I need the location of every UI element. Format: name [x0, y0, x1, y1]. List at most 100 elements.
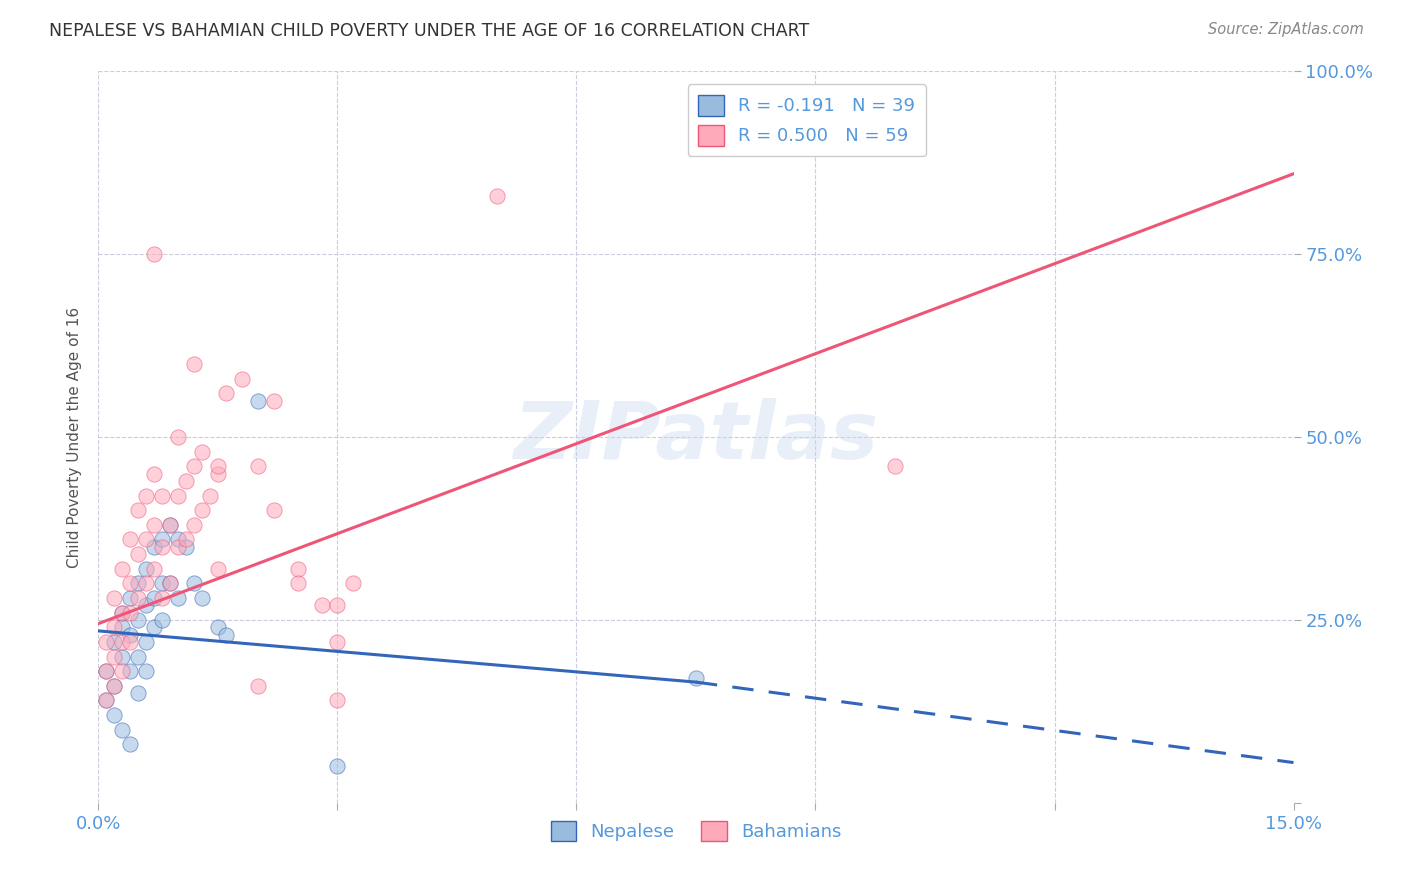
Point: [127, 547, 149, 561]
Point: [231, 371, 253, 385]
Text: ZIPatlas: ZIPatlas: [513, 398, 879, 476]
Point: [96, 664, 118, 678]
Point: [263, 393, 285, 408]
Point: [685, 672, 707, 686]
Point: [103, 635, 125, 649]
Point: [111, 620, 134, 634]
Point: [174, 540, 197, 554]
Point: [191, 503, 214, 517]
Point: [120, 737, 142, 751]
Point: [127, 576, 149, 591]
Point: [174, 474, 197, 488]
Point: [135, 635, 157, 649]
Point: [191, 591, 214, 605]
Point: [120, 627, 142, 641]
Point: [143, 591, 166, 605]
Point: [120, 606, 142, 620]
Point: [167, 489, 190, 503]
Point: [111, 562, 134, 576]
Point: [127, 503, 149, 517]
Text: NEPALESE VS BAHAMIAN CHILD POVERTY UNDER THE AGE OF 16 CORRELATION CHART: NEPALESE VS BAHAMIAN CHILD POVERTY UNDER…: [49, 22, 810, 40]
Point: [207, 620, 229, 634]
Point: [183, 517, 205, 532]
Point: [96, 693, 118, 707]
Point: [311, 599, 333, 613]
Point: [143, 247, 166, 261]
Point: [111, 635, 134, 649]
Point: [127, 613, 149, 627]
Point: [143, 620, 166, 634]
Point: [150, 489, 173, 503]
Text: Source: ZipAtlas.com: Source: ZipAtlas.com: [1208, 22, 1364, 37]
Point: [326, 635, 349, 649]
Point: [159, 576, 181, 591]
Point: [135, 533, 157, 547]
Legend: Nepalese, Bahamians: Nepalese, Bahamians: [543, 814, 849, 848]
Point: [159, 517, 181, 532]
Point: [263, 503, 285, 517]
Point: [207, 467, 229, 481]
Point: [150, 533, 173, 547]
Point: [183, 357, 205, 371]
Point: [103, 679, 125, 693]
Point: [326, 759, 349, 773]
Point: [167, 540, 190, 554]
Point: [246, 393, 269, 408]
Point: [143, 540, 166, 554]
Point: [215, 627, 238, 641]
Point: [485, 188, 508, 202]
Point: [103, 620, 125, 634]
Point: [150, 576, 173, 591]
Point: [96, 635, 118, 649]
Point: [183, 459, 205, 474]
Point: [103, 591, 125, 605]
Point: [342, 576, 364, 591]
Point: [103, 708, 125, 723]
Point: [127, 686, 149, 700]
Point: [191, 444, 214, 458]
Point: [135, 562, 157, 576]
Point: [127, 591, 149, 605]
Point: [326, 693, 349, 707]
Point: [135, 664, 157, 678]
Point: [120, 591, 142, 605]
Point: [135, 489, 157, 503]
Point: [167, 533, 190, 547]
Point: [174, 533, 197, 547]
Point: [143, 517, 166, 532]
Point: [96, 693, 118, 707]
Point: [111, 723, 134, 737]
Point: [167, 591, 190, 605]
Point: [96, 664, 118, 678]
Point: [207, 459, 229, 474]
Point: [103, 679, 125, 693]
Point: [111, 649, 134, 664]
Point: [120, 533, 142, 547]
Point: [143, 562, 166, 576]
Point: [120, 635, 142, 649]
Point: [246, 459, 269, 474]
Point: [103, 649, 125, 664]
Point: [159, 517, 181, 532]
Point: [150, 613, 173, 627]
Point: [183, 576, 205, 591]
Point: [198, 489, 221, 503]
Point: [215, 386, 238, 401]
Point: [150, 540, 173, 554]
Point: [207, 562, 229, 576]
Point: [111, 606, 134, 620]
Point: [884, 459, 907, 474]
Point: [246, 679, 269, 693]
Point: [111, 664, 134, 678]
Point: [120, 576, 142, 591]
Point: [150, 591, 173, 605]
Point: [120, 664, 142, 678]
Point: [287, 562, 309, 576]
Point: [135, 599, 157, 613]
Point: [287, 576, 309, 591]
Point: [159, 576, 181, 591]
Point: [135, 576, 157, 591]
Point: [167, 430, 190, 444]
Point: [127, 649, 149, 664]
Point: [143, 467, 166, 481]
